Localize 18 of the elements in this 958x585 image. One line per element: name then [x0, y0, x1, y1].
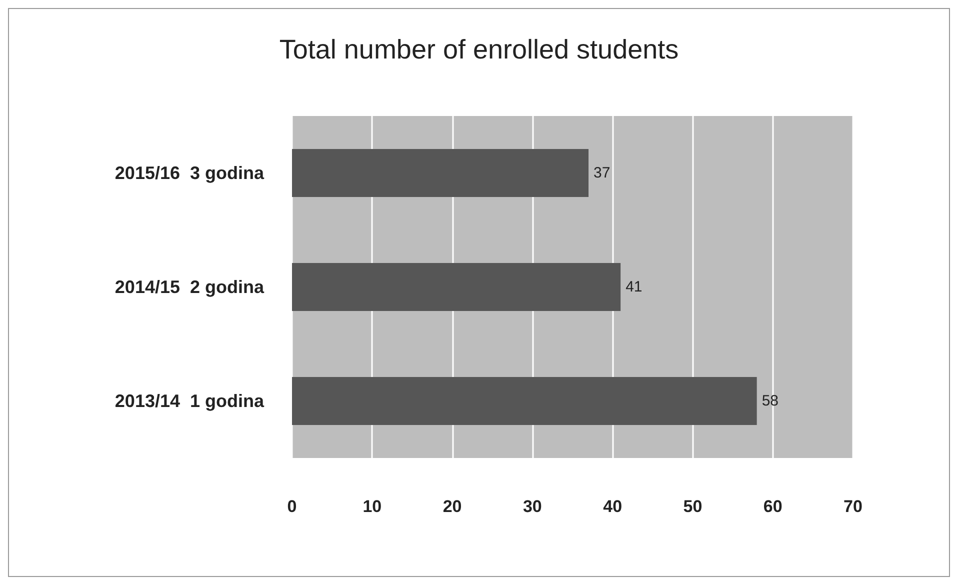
x-tick-label: 30 [522, 497, 542, 516]
data-label: 37 [594, 164, 610, 182]
x-tick-label: 50 [683, 497, 702, 516]
bar [292, 263, 621, 311]
y-tick-label: 2014/15 2 godina [114, 277, 265, 297]
bar [292, 149, 589, 197]
y-tick-label: 2015/16 3 godina [114, 163, 265, 183]
x-tick-label: 60 [763, 497, 782, 516]
chart-title: Total number of enrolled students [279, 34, 679, 64]
x-tick-label: 20 [442, 497, 462, 516]
y-tick-label: 2013/14 1 godina [114, 391, 265, 411]
x-tick-label: 40 [603, 497, 622, 516]
data-label: 41 [626, 278, 642, 296]
x-tick-label: 70 [844, 497, 862, 516]
bar [292, 377, 757, 425]
data-label: 58 [762, 392, 779, 410]
x-tick-label: 10 [362, 497, 382, 516]
x-tick-label: 0 [287, 497, 297, 516]
